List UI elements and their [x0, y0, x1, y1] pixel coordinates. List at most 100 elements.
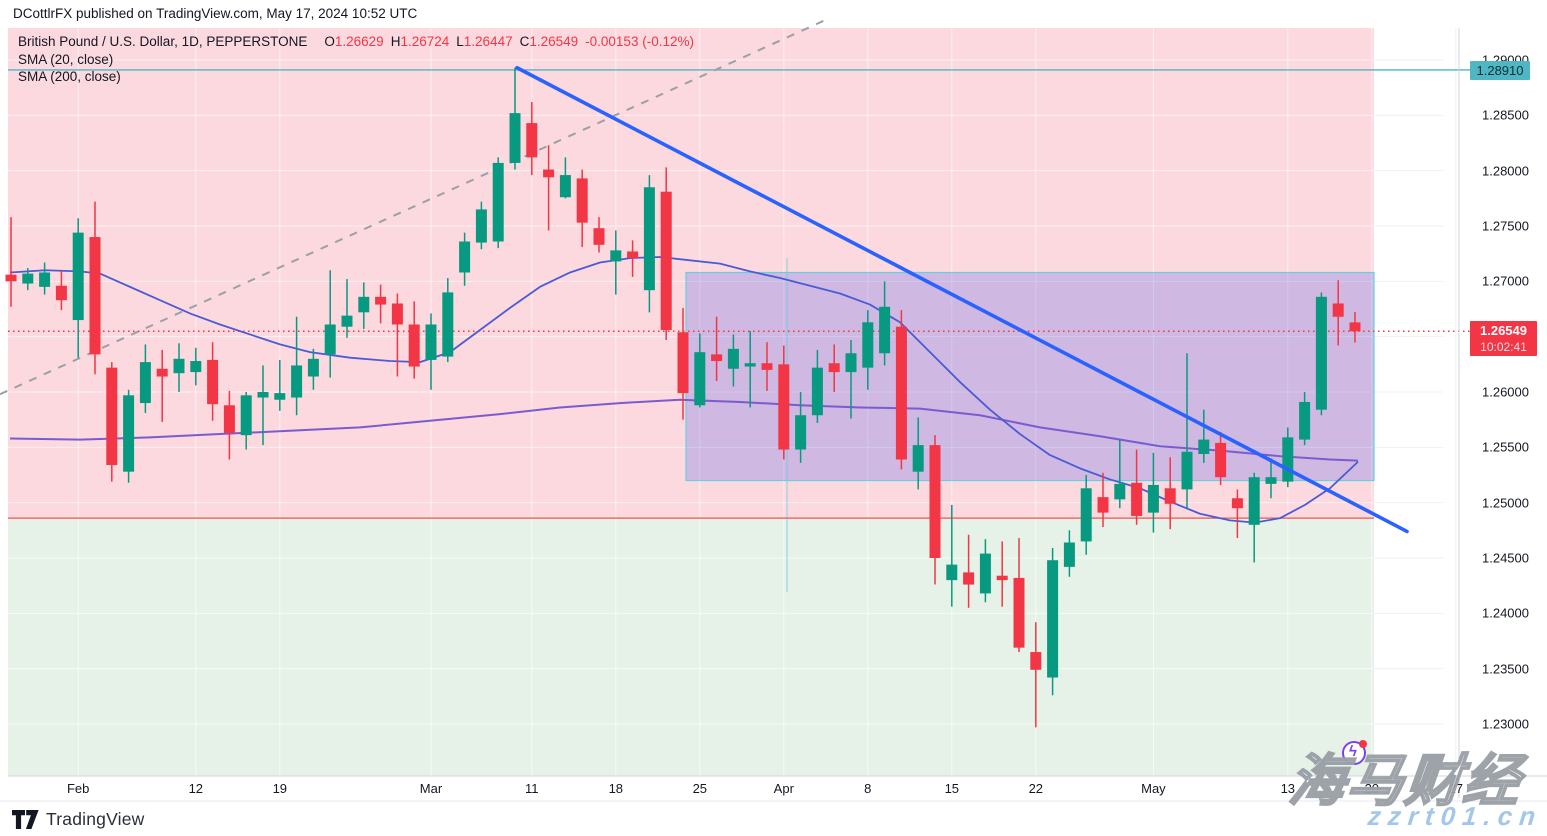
background-zones	[8, 28, 1374, 776]
price-tick-label: 1.25000	[1482, 495, 1529, 511]
time-tick-label: 19	[272, 781, 288, 796]
candle-body-down	[55, 285, 67, 301]
candle-body-up	[1282, 437, 1294, 482]
ohlc-high-key: H	[390, 34, 401, 49]
candle-body-up	[22, 273, 34, 284]
ohlc-high-value: 1.26724	[400, 34, 450, 49]
candle-body-down	[1164, 488, 1176, 504]
candle-body-up	[1114, 483, 1126, 500]
candle-body-up	[341, 315, 353, 327]
time-tick-label: Mar	[419, 781, 443, 796]
time-tick-label: Feb	[66, 781, 90, 796]
candle-body-down	[828, 363, 840, 373]
time-tick-label: 13	[1280, 781, 1296, 796]
candle-body-down	[1097, 497, 1109, 513]
candle-body-up	[1248, 477, 1260, 525]
candle-body-up	[946, 564, 958, 581]
candle-body-down	[963, 572, 975, 585]
candles-layer	[5, 67, 1361, 728]
candle-body-up	[1315, 296, 1327, 410]
candle-body-down	[106, 367, 118, 466]
candle-body-up	[845, 353, 857, 373]
time-tick-label: 25	[692, 781, 708, 796]
candle-body-down	[375, 296, 387, 305]
candle-body-down	[1349, 322, 1361, 332]
candle-body-down	[761, 363, 773, 370]
tradingview-logo-icon[interactable]	[12, 810, 39, 829]
candle-body-down	[627, 251, 639, 259]
candle-body-up	[694, 352, 706, 406]
candle-body-down	[156, 368, 168, 377]
candle-body-up	[509, 113, 521, 163]
candle-body-up	[492, 162, 504, 242]
candle-body-up	[307, 358, 319, 377]
candle-body-up	[1080, 488, 1092, 542]
time-tick-label: Apr	[773, 781, 794, 796]
watermark-url: zzrt01.cn	[1366, 801, 1544, 831]
footer-bar: TradingView	[12, 809, 145, 830]
candle-body-up	[459, 241, 471, 273]
candle-body-down	[543, 169, 555, 178]
candle-body-up	[1299, 401, 1311, 440]
resistance-background	[8, 28, 1374, 519]
candle-body-down	[593, 228, 605, 245]
candle-body-up	[291, 365, 303, 398]
candle-body-up	[442, 292, 454, 357]
alert-price-label: 1.28910	[1470, 61, 1530, 80]
candle-body-up	[1063, 542, 1075, 567]
bar-countdown: 10:02:41	[1480, 340, 1527, 354]
candle-body-down	[1131, 482, 1143, 516]
candle-body-down	[1332, 303, 1344, 317]
price-tick-label: 1.24000	[1482, 605, 1529, 621]
ohlc-open-key: O	[324, 34, 335, 49]
candle-body-up	[862, 322, 874, 368]
idea-badge-icon[interactable]: ϟ	[1342, 740, 1367, 765]
time-tick-label: 18	[608, 781, 624, 796]
ohlc-close-value: 1.26549	[529, 34, 579, 49]
candle-body-up	[912, 445, 924, 472]
candle-body-up	[879, 306, 891, 354]
ohlc-low-key: L	[456, 34, 464, 49]
candle-body-up	[1198, 439, 1210, 454]
legend-sma200-row[interactable]: SMA (200, close)	[18, 69, 121, 84]
chart-legend[interactable]: British Pound / U.S. Dollar, 1D, PEPPERS…	[18, 33, 694, 86]
candle-body-up	[39, 272, 51, 287]
candle-body-up	[190, 361, 202, 373]
price-tick-label: 1.24500	[1482, 550, 1529, 566]
candle-body-down	[1231, 498, 1243, 509]
candle-body-up	[979, 553, 991, 594]
candle-body-up	[257, 392, 269, 398]
time-tick-label: 8	[864, 781, 872, 796]
candle-body-down	[576, 178, 588, 223]
candle-body-down	[996, 575, 1008, 581]
ohlc-low-value: 1.26447	[463, 34, 513, 49]
candle-body-up	[173, 358, 185, 374]
legend-symbol-row: British Pound / U.S. Dollar, 1D, PEPPERS…	[18, 33, 694, 51]
candle-body-down	[1030, 652, 1042, 670]
time-tick-label: May	[1141, 781, 1166, 796]
sma-200-line[interactable]	[9, 398, 1359, 462]
candle-body-down	[895, 326, 907, 460]
candle-body-up	[1147, 484, 1159, 513]
ohlc-close-key: C	[519, 34, 530, 49]
price-tick-label: 1.27000	[1482, 273, 1529, 289]
descending-resistance-trendline[interactable]	[515, 65, 1409, 534]
candle-body-down	[526, 123, 538, 158]
candle-body-up	[1047, 560, 1059, 678]
tradingview-logo-text[interactable]: TradingView	[46, 809, 145, 829]
candle-body-down	[1013, 577, 1025, 648]
legend-sma20-row[interactable]: SMA (20, close)	[18, 51, 114, 67]
ohlc-open-value: 1.26629	[334, 34, 384, 49]
price-tick-label: 1.28500	[1482, 107, 1529, 123]
candle-body-down	[391, 303, 403, 325]
ascending-dashed-trendline[interactable]	[0, 17, 831, 396]
lightning-icon: ϟ	[1349, 743, 1357, 760]
candle-body-up	[324, 324, 336, 355]
grid	[8, 28, 1457, 776]
candle-body-down	[5, 274, 17, 282]
time-tick-label: 11	[525, 781, 539, 796]
candle-body-up	[1265, 477, 1277, 484]
time-tick-label: 20	[1364, 781, 1380, 796]
symbol-title[interactable]: British Pound / U.S. Dollar, 1D, PEPPERS…	[18, 34, 308, 49]
